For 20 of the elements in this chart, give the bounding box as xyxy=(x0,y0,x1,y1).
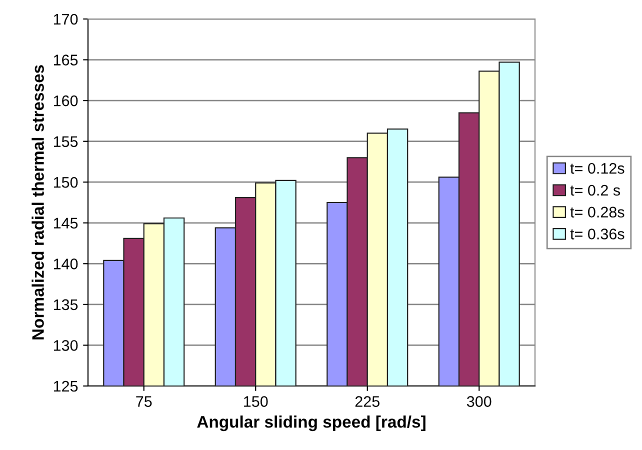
y-tick-label: 130 xyxy=(54,340,78,351)
y-tick-label: 165 xyxy=(54,54,78,66)
x-tick-label: 225 xyxy=(355,396,380,407)
y-tick-label: 125 xyxy=(54,380,78,392)
legend-label: t= 0.36s xyxy=(570,228,624,240)
legend-label: t= 0.28s xyxy=(570,206,624,218)
y-tick-label: 170 xyxy=(54,14,78,25)
x-tick-label: 300 xyxy=(466,396,492,407)
y-tick-label: 150 xyxy=(54,176,78,188)
x-tick-label: 150 xyxy=(244,396,268,407)
y-axis-title: Normalized radial thermal stresses xyxy=(32,65,44,340)
x-axis-title: Angular sliding speed [rad/s] xyxy=(197,416,426,432)
y-tick-label: 160 xyxy=(54,95,78,106)
legend-label: t= 0.2 s xyxy=(570,184,620,196)
legend-label: t= 0.12s xyxy=(570,162,624,174)
y-tick-label: 155 xyxy=(54,136,78,148)
y-tick-label: 140 xyxy=(54,258,78,270)
x-tick-label: 75 xyxy=(136,396,152,407)
y-tick-label: 135 xyxy=(54,299,78,310)
y-tick-label: 145 xyxy=(54,218,78,229)
